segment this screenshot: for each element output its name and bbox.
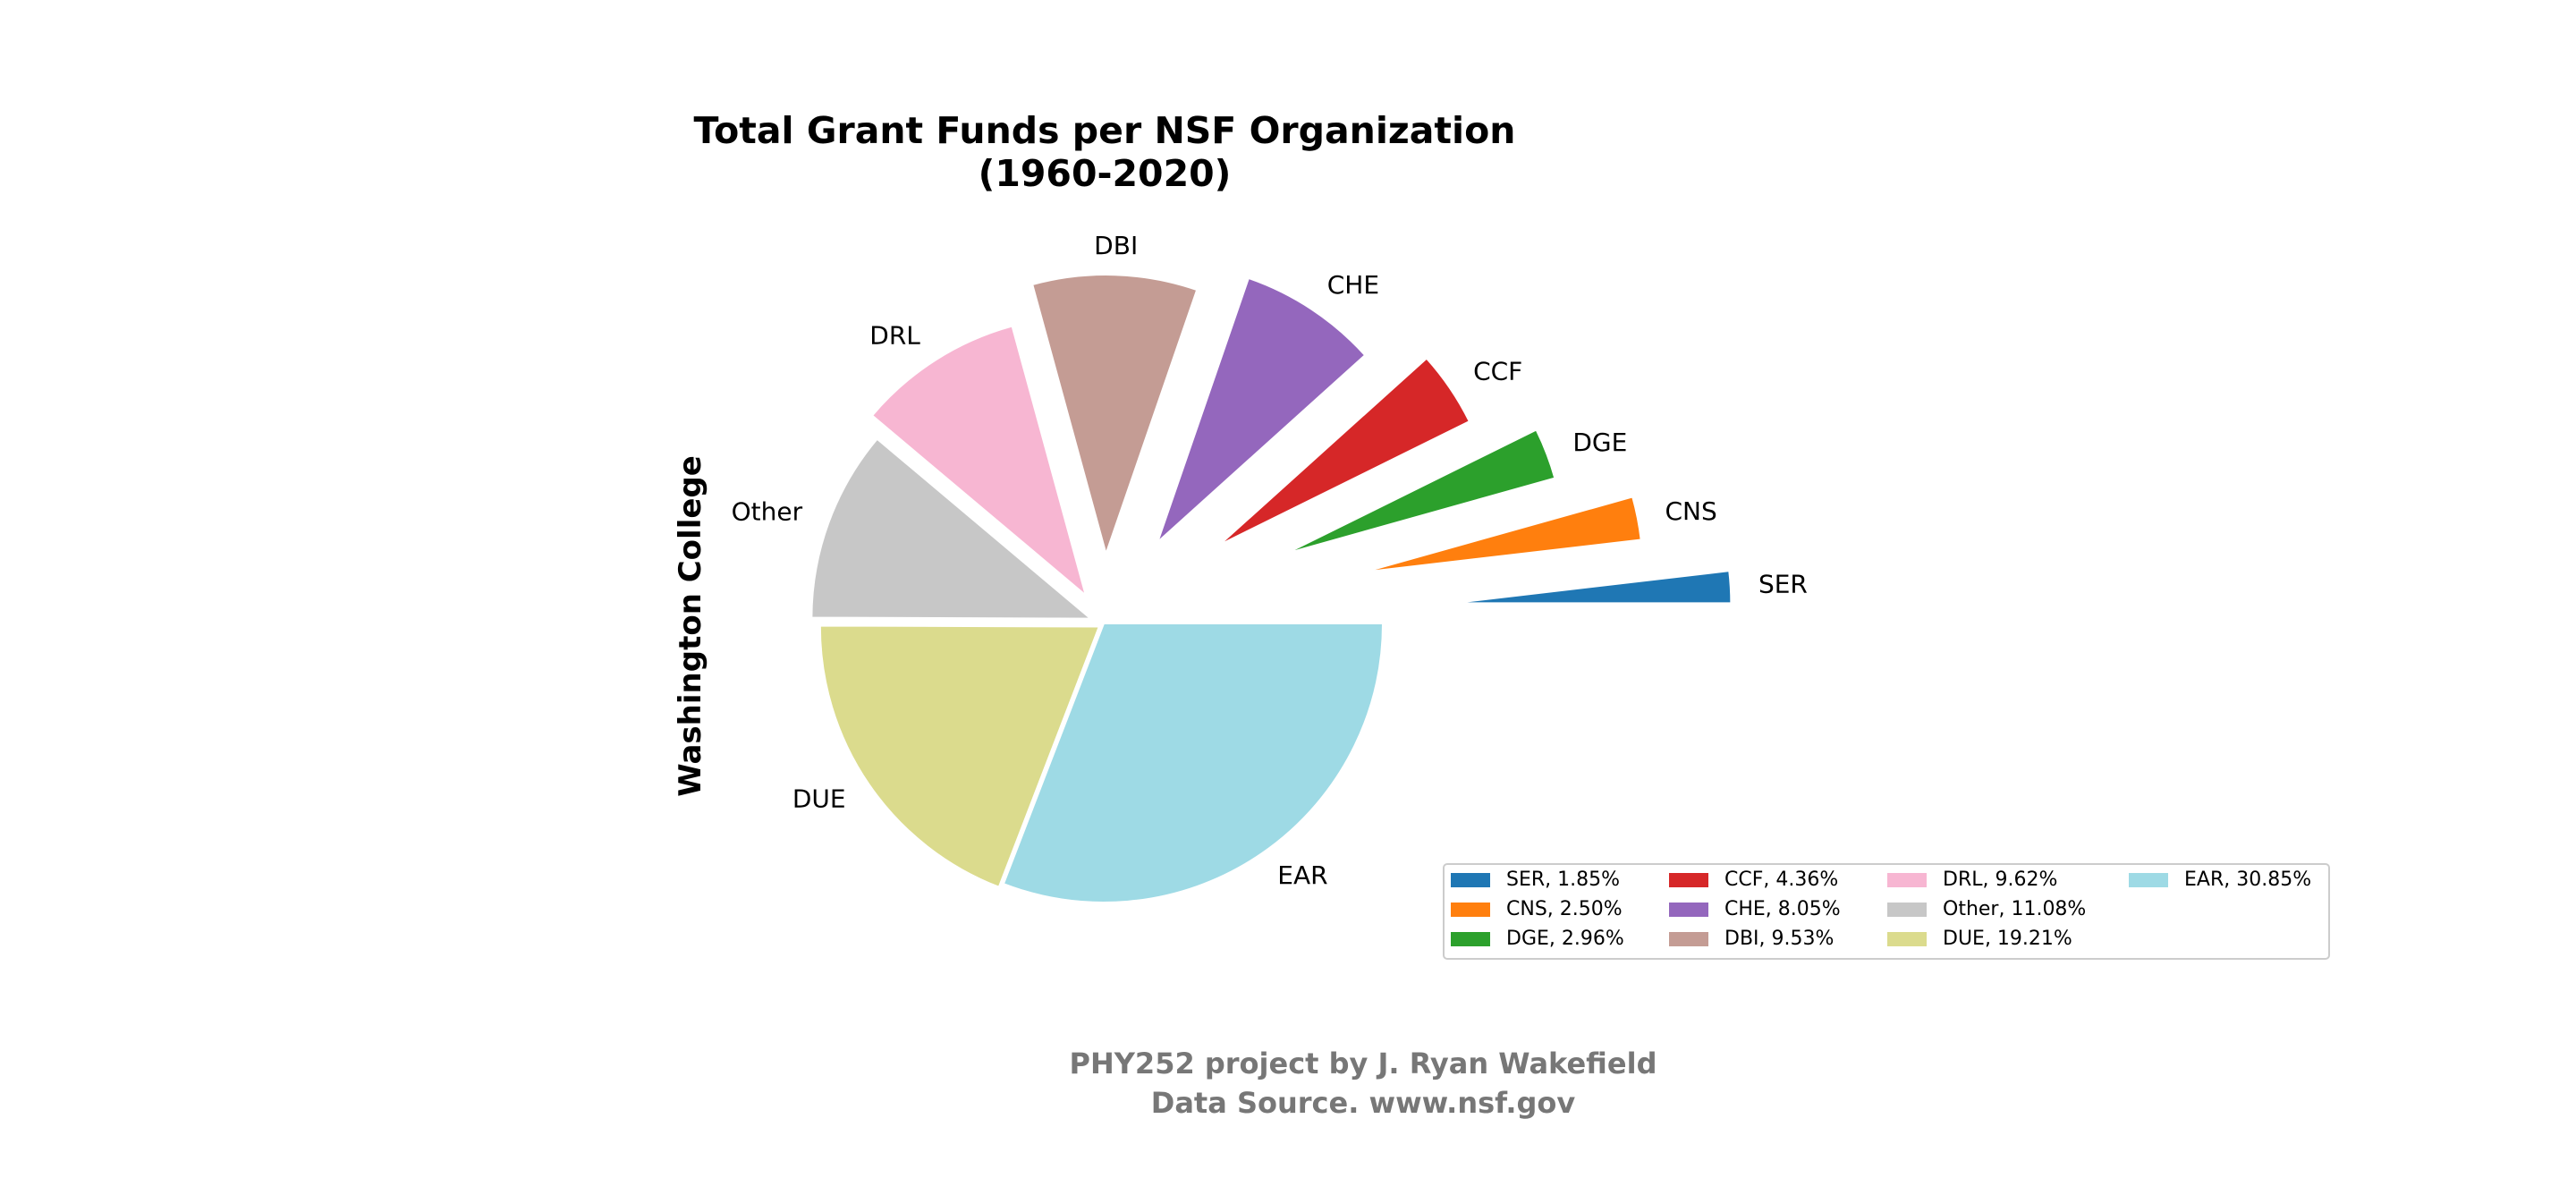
legend-label-cns: CNS, 2.50%	[1506, 898, 1623, 920]
pie-slice-dge	[1285, 428, 1556, 555]
legend-label-drl: DRL, 9.62%	[1943, 869, 2057, 891]
pie-slices	[810, 274, 1733, 903]
legend-swatch-other	[1887, 903, 1927, 917]
legend-label-dbi: DBI, 9.53%	[1724, 928, 1834, 950]
legend-label-other: Other, 11.08%	[1943, 898, 2086, 920]
slice-label-other: Other	[732, 496, 803, 526]
legend-swatch-ccf	[1669, 873, 1708, 887]
pie-slice-ear	[1002, 623, 1385, 903]
pie-slice-che	[1156, 276, 1367, 546]
slice-label-che: CHE	[1327, 270, 1379, 300]
pie-slice-ser	[1452, 570, 1733, 605]
footer-source: Data Source. www.nsf.gov	[1151, 1086, 1576, 1120]
legend-swatch-due	[1887, 932, 1927, 946]
slice-label-ccf: CCF	[1473, 357, 1522, 386]
legend-swatch-che	[1669, 903, 1708, 917]
legend-label-ccf: CCF, 4.36%	[1724, 869, 1838, 891]
pie-slice-dbi	[1031, 274, 1199, 557]
legend-swatch-ser	[1451, 873, 1490, 887]
slice-label-due: DUE	[792, 784, 846, 813]
pie-slice-due	[818, 624, 1101, 888]
chart-title: Total Grant Funds per NSF Organization	[694, 109, 1516, 152]
legend-items: SER, 1.85% CNS, 2.50% DGE, 2.96% CCF, 4.36%…	[1451, 869, 2311, 950]
y-axis-label: Washington College	[673, 455, 708, 797]
pie-slice-cns	[1363, 496, 1642, 573]
legend-label-dge: DGE, 2.96%	[1506, 928, 1624, 950]
legend-swatch-dge	[1451, 932, 1490, 946]
pie-slice-ccf	[1218, 357, 1471, 547]
legend-swatch-dbi	[1669, 932, 1708, 946]
legend-label-ear: EAR, 30.85%	[2184, 869, 2311, 891]
slice-label-dge: DGE	[1572, 428, 1627, 457]
slice-label-drl: DRL	[869, 320, 920, 350]
legend-swatch-ear	[2129, 873, 2168, 887]
legend-swatch-cns	[1451, 903, 1490, 917]
legend: SER, 1.85% CNS, 2.50% DGE, 2.96% CCF, 4.36%…	[1443, 863, 2330, 960]
pie-slice-labels: SER CNS DGE CCF CHE DBI DRL Other DUE EAR	[732, 231, 1808, 890]
pie-slice-drl	[870, 325, 1088, 598]
legend-label-due: DUE, 19.21%	[1943, 928, 2072, 950]
footer-credit: PHY252 project by J. Ryan Wakefield	[1070, 1047, 1657, 1081]
legend-swatch-drl	[1887, 873, 1927, 887]
legend-label-ser: SER, 1.85%	[1506, 869, 1620, 891]
pie-slice-other	[810, 437, 1094, 620]
chart-subtitle: (1960-2020)	[979, 152, 1232, 195]
legend-label-che: CHE, 8.05%	[1724, 898, 1841, 920]
legend-frame	[1443, 863, 2330, 960]
slice-label-cns: CNS	[1665, 496, 1717, 526]
slice-label-ear: EAR	[1277, 860, 1327, 890]
slice-label-dbi: DBI	[1094, 231, 1138, 260]
slice-label-ser: SER	[1758, 569, 1808, 598]
